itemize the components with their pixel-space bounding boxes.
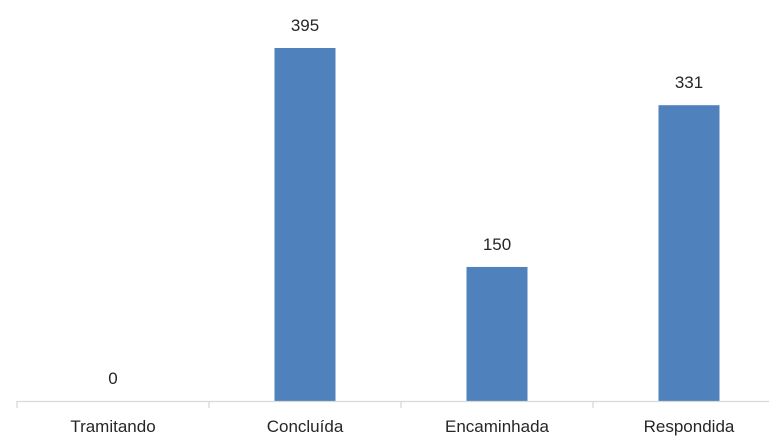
bar-respondida	[658, 105, 720, 401]
x-axis-ticks	[16, 401, 594, 408]
category-label: Encaminhada	[445, 417, 550, 436]
bars-group	[274, 48, 720, 401]
data-label: 150	[483, 235, 511, 254]
bar-encaminhada	[466, 266, 528, 401]
bar-concluida	[274, 48, 336, 401]
data-labels-group: 0 395 150 331	[108, 16, 703, 388]
data-label: 395	[291, 16, 319, 35]
category-label: Tramitando	[70, 417, 155, 436]
category-label: Concluída	[267, 417, 344, 436]
category-label: Respondida	[644, 417, 735, 436]
category-labels-group: Tramitando Concluída Encaminhada Respondida	[70, 417, 735, 436]
data-label: 331	[675, 73, 703, 92]
data-label: 0	[108, 369, 117, 388]
